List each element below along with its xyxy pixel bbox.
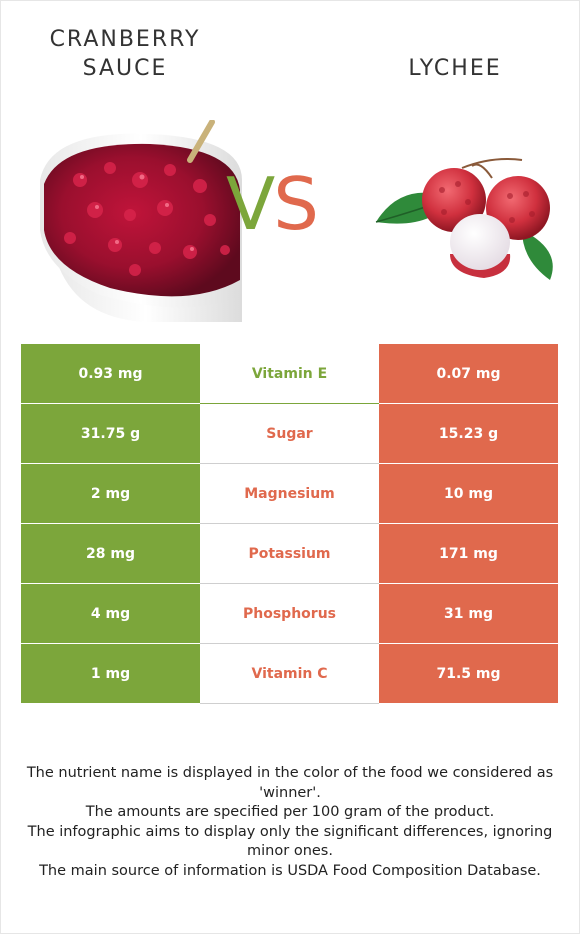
right-food-value: 0.07 mg [379, 344, 558, 403]
table-row: 0.93 mg Vitamin E 0.07 mg [21, 344, 558, 404]
table-row: 4 mg Phosphorus 31 mg [21, 584, 558, 644]
left-food-value: 4 mg [21, 584, 200, 643]
nutrient-name: Phosphorus [200, 584, 379, 644]
right-food-value: 31 mg [379, 584, 558, 643]
nutrient-name: Potassium [200, 524, 379, 584]
left-food-title-line2: SAUCE [82, 56, 168, 81]
right-food-title: LYCHEE [408, 56, 502, 81]
left-food-value: 0.93 mg [21, 344, 200, 403]
comparison-table: 0.93 mg Vitamin E 0.07 mg 31.75 g Sugar 15.23… [21, 344, 558, 704]
right-food-value: 71.5 mg [379, 644, 558, 703]
footnote-line: The amounts are specified per 100 gram o… [85, 804, 495, 820]
right-food-value: 171 mg [379, 524, 558, 583]
nutrient-name: Vitamin E [200, 344, 379, 404]
left-food-value: 28 mg [21, 524, 200, 583]
footnote-line: The nutrient name is displayed in the co… [26, 765, 554, 801]
left-food-value: 31.75 g [21, 404, 200, 463]
right-food-value: 10 mg [379, 464, 558, 523]
left-food-value: 2 mg [21, 464, 200, 523]
table-row: 1 mg Vitamin C 71.5 mg [21, 644, 558, 704]
table-row: 28 mg Potassium 171 mg [21, 524, 558, 584]
left-food-title: CRANBERRY SAUCE [30, 25, 220, 83]
versus-label: VS [226, 168, 319, 240]
versus-v: V [226, 162, 275, 246]
table-row: 2 mg Magnesium 10 mg [21, 464, 558, 524]
nutrient-name: Sugar [200, 404, 379, 464]
right-food-value: 15.23 g [379, 404, 558, 463]
nutrient-name: Vitamin C [200, 644, 379, 704]
footnote: The nutrient name is displayed in the co… [20, 764, 560, 881]
lychee-image [375, 158, 553, 280]
table-row: 31.75 g Sugar 15.23 g [21, 404, 558, 464]
versus-s: S [273, 162, 319, 246]
nutrient-name: Magnesium [200, 464, 379, 524]
left-food-title-line1: CRANBERRY [49, 27, 201, 52]
footnote-line: The main source of information is USDA F… [39, 862, 541, 879]
cranberry-sauce-image [40, 120, 242, 322]
left-food-value: 1 mg [21, 644, 200, 703]
footnote-line: The infographic aims to display only the… [27, 823, 553, 860]
